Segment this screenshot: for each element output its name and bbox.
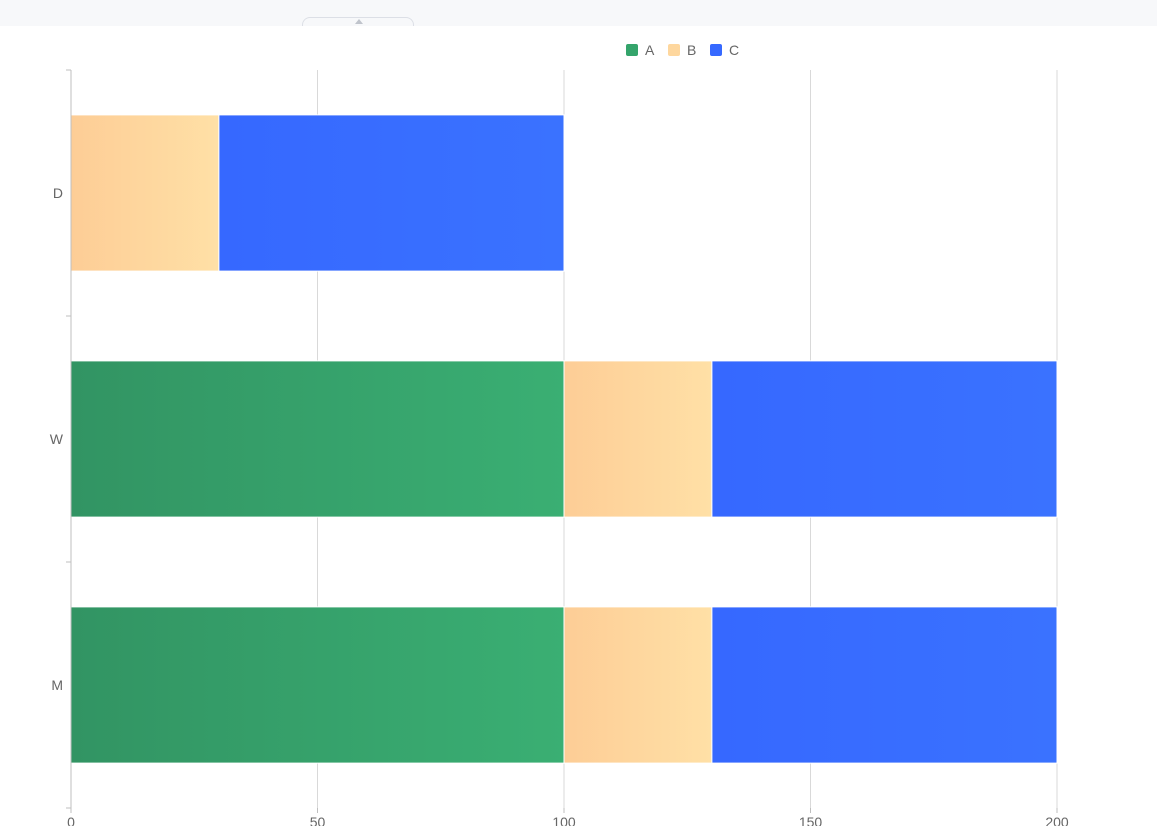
x-tick-label: 150 (799, 814, 823, 826)
stacked-bar-chart: A B C M W D 0 50 100 150 200 (50, 42, 1069, 830)
legend-label: B (687, 42, 696, 58)
legend-item-B[interactable]: B (668, 42, 696, 58)
legend-swatch (626, 44, 638, 56)
bar-B-W[interactable] (563, 360, 713, 518)
collapse-toggle-tab[interactable] (302, 17, 414, 26)
bar-A-M[interactable] (70, 606, 565, 764)
y-tick-label: W (50, 431, 64, 447)
legend-swatch (668, 44, 680, 56)
chart-container: A B C M W D 0 50 100 150 200 (0, 26, 1157, 830)
bar-C-M[interactable] (711, 606, 1058, 764)
x-tick-label: 0 (67, 814, 75, 826)
x-axis: 0 50 100 150 200 (67, 808, 1069, 830)
bar-C-D[interactable] (218, 114, 565, 272)
bar-A-W[interactable] (70, 360, 565, 518)
legend-item-A[interactable]: A (626, 42, 655, 58)
chart-legend[interactable]: A B C (626, 42, 739, 58)
chevron-up-icon (355, 19, 363, 24)
top-toolbar (0, 0, 1157, 26)
bar-C-W[interactable] (711, 360, 1058, 518)
y-tick-label: M (51, 677, 63, 693)
y-tick-label: D (53, 185, 63, 201)
bar-B-D[interactable] (70, 114, 220, 272)
x-tick-label: 50 (310, 814, 326, 826)
bar-marks (70, 114, 1058, 764)
legend-label: C (729, 42, 739, 58)
legend-item-C[interactable]: C (710, 42, 739, 58)
bar-B-M[interactable] (563, 606, 713, 764)
legend-swatch (710, 44, 722, 56)
x-tick-label: 100 (552, 814, 576, 826)
x-tick-label: 200 (1045, 814, 1069, 826)
legend-label: A (645, 42, 655, 58)
y-axis: M W D (50, 69, 72, 809)
